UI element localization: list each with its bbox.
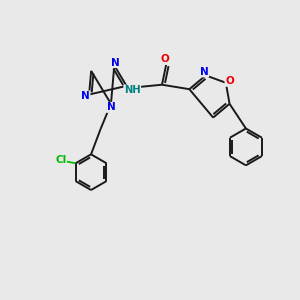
Text: N: N: [106, 102, 115, 112]
Text: Cl: Cl: [55, 155, 66, 165]
Text: O: O: [225, 76, 234, 86]
Text: NH: NH: [124, 85, 141, 95]
Text: O: O: [160, 55, 169, 64]
Text: N: N: [200, 67, 208, 77]
Text: N: N: [111, 58, 120, 68]
Text: N: N: [81, 91, 90, 101]
